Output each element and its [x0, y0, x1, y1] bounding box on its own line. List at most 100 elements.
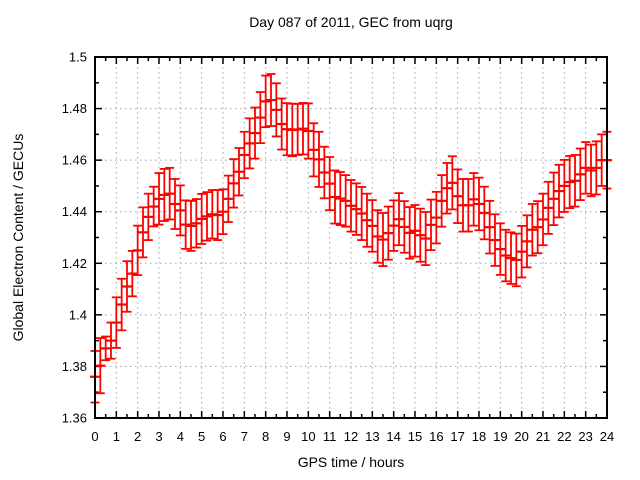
svg-text:3: 3: [155, 429, 162, 444]
error-bar: [314, 130, 324, 188]
error-bar: [580, 141, 591, 195]
error-bar: [100, 335, 111, 362]
error-bar: [410, 204, 420, 258]
error-bar: [223, 174, 234, 223]
error-bar: [132, 224, 143, 277]
error-bar: [463, 178, 474, 233]
error-bar: [271, 82, 282, 138]
error-bar: [554, 163, 564, 219]
error-bar: [543, 180, 554, 235]
svg-text:1: 1: [113, 429, 120, 444]
svg-text:4: 4: [177, 429, 184, 444]
error-bar: [490, 213, 500, 267]
error-bar: [522, 214, 532, 269]
svg-text:13: 13: [365, 429, 379, 444]
svg-text:1.5: 1.5: [69, 50, 87, 65]
error-bar: [591, 140, 602, 196]
svg-text:21: 21: [536, 429, 550, 444]
error-bar: [394, 192, 404, 247]
svg-text:16: 16: [429, 429, 443, 444]
svg-text:7: 7: [241, 429, 248, 444]
error-bar: [500, 228, 511, 283]
error-bar: [143, 192, 154, 241]
x-grid-lines: [115, 57, 587, 418]
error-bar: [308, 122, 319, 178]
svg-text:14: 14: [386, 429, 400, 444]
y-axis-label: Global Electron Content / GECUs: [10, 133, 26, 342]
error-bar: [484, 199, 495, 255]
svg-text:15: 15: [408, 429, 422, 444]
error-bar: [538, 192, 548, 247]
svg-text:22: 22: [557, 429, 571, 444]
error-bar: [95, 337, 106, 395]
svg-text:11: 11: [323, 429, 337, 444]
error-bar: [255, 91, 266, 145]
error-bar: [575, 147, 586, 202]
error-bar: [346, 179, 356, 233]
svg-text:23: 23: [578, 429, 592, 444]
error-bar: [479, 185, 490, 241]
svg-text:1.4: 1.4: [69, 307, 87, 322]
error-bar: [378, 212, 388, 268]
error-bar: [260, 74, 271, 129]
error-bar: [202, 191, 212, 242]
plot-border: [94, 56, 608, 419]
svg-text:24: 24: [600, 429, 614, 444]
error-bar: [298, 101, 308, 156]
svg-text:10: 10: [301, 429, 315, 444]
error-bar: [367, 199, 378, 253]
error-bar: [362, 192, 372, 248]
error-bar: [106, 321, 116, 360]
error-bar: [154, 172, 164, 226]
error-bar: [196, 193, 207, 245]
svg-text:0: 0: [91, 429, 98, 444]
error-bar: [548, 171, 559, 227]
x-tick-labels: 0 1 2 3 4 5 6 7 8 9 10 11 12 13 14 15 16 17 18 19 20 21 22 23 24: [91, 429, 614, 444]
error-bar: [420, 211, 431, 266]
error-bar: [122, 260, 132, 313]
svg-text:19: 19: [493, 429, 507, 444]
svg-text:6: 6: [219, 429, 226, 444]
error-bar: [383, 205, 394, 261]
error-bar: [234, 147, 244, 197]
svg-text:17: 17: [450, 429, 464, 444]
error-bar: [516, 224, 527, 279]
error-bar: [148, 185, 159, 228]
error-bar: [111, 296, 122, 349]
error-bar: [127, 250, 138, 298]
svg-text:2: 2: [134, 429, 141, 444]
error-bar: [303, 102, 314, 160]
y-tick-labels: 1.36 1.38 1.4 1.42 1.44 1.46 1.48 1.5: [62, 50, 87, 426]
error-bar: [452, 168, 463, 224]
error-bar: [356, 186, 367, 241]
error-bar: [186, 199, 196, 252]
error-bar: [468, 172, 479, 227]
error-bar: [372, 209, 383, 264]
error-bar: [506, 231, 516, 285]
error-bar: [276, 97, 287, 151]
error-bar: [250, 106, 260, 160]
svg-text:12: 12: [344, 429, 358, 444]
svg-text:5: 5: [198, 429, 205, 444]
error-bar: [404, 206, 415, 260]
svg-text:20: 20: [514, 429, 528, 444]
x-axis-label: GPS time / hours: [297, 454, 405, 470]
error-bar: [532, 200, 543, 255]
svg-text:1.36: 1.36: [62, 411, 87, 426]
error-bar: [170, 178, 180, 230]
svg-text:1.42: 1.42: [62, 256, 87, 271]
error-bar: [436, 174, 447, 228]
svg-text:8: 8: [262, 429, 269, 444]
error-bar: [319, 145, 330, 200]
svg-text:1.48: 1.48: [62, 101, 87, 116]
svg-text:1.46: 1.46: [62, 153, 87, 168]
error-bar: [239, 130, 250, 180]
error-bar: [388, 199, 399, 252]
error-bar: [212, 189, 223, 241]
chart-title: Day 087 of 2011, GEC from uqrg: [249, 14, 453, 30]
error-bar: [415, 207, 426, 263]
error-bar: [340, 174, 351, 228]
error-bar: [570, 154, 580, 208]
